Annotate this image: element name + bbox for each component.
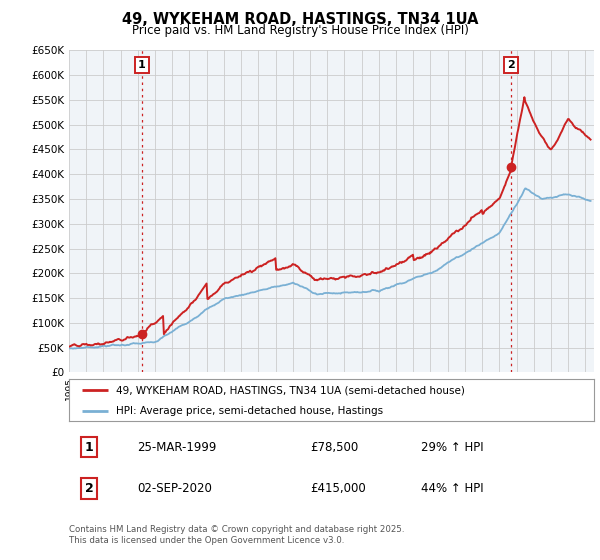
Text: 49, WYKEHAM ROAD, HASTINGS, TN34 1UA: 49, WYKEHAM ROAD, HASTINGS, TN34 1UA: [122, 12, 478, 27]
Text: HPI: Average price, semi-detached house, Hastings: HPI: Average price, semi-detached house,…: [116, 405, 383, 416]
Text: 2: 2: [85, 482, 94, 495]
Text: 1: 1: [138, 60, 146, 70]
Text: £415,000: £415,000: [311, 482, 366, 495]
Text: 49, WYKEHAM ROAD, HASTINGS, TN34 1UA (semi-detached house): 49, WYKEHAM ROAD, HASTINGS, TN34 1UA (se…: [116, 385, 465, 395]
Text: Contains HM Land Registry data © Crown copyright and database right 2025.
This d: Contains HM Land Registry data © Crown c…: [69, 525, 404, 545]
Text: 2: 2: [507, 60, 515, 70]
Text: Price paid vs. HM Land Registry's House Price Index (HPI): Price paid vs. HM Land Registry's House …: [131, 24, 469, 37]
Text: 29% ↑ HPI: 29% ↑ HPI: [421, 441, 484, 454]
Text: 25-MAR-1999: 25-MAR-1999: [137, 441, 217, 454]
Text: 1: 1: [85, 441, 94, 454]
Text: 02-SEP-2020: 02-SEP-2020: [137, 482, 212, 495]
Text: £78,500: £78,500: [311, 441, 359, 454]
Text: 44% ↑ HPI: 44% ↑ HPI: [421, 482, 484, 495]
